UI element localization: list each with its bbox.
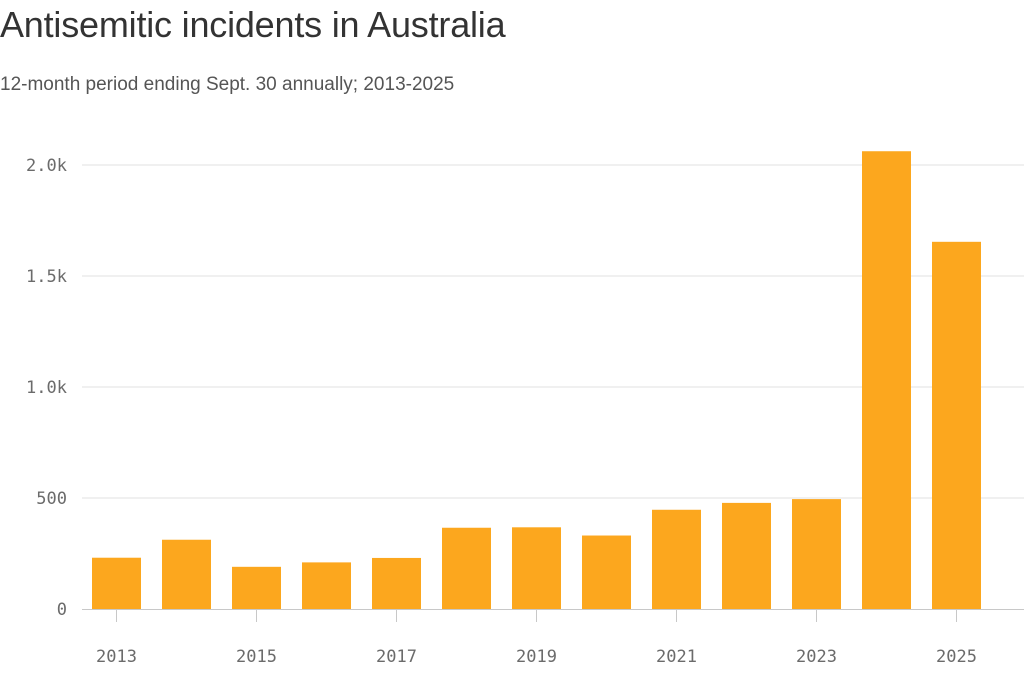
chart-subtitle: 12-month period ending Sept. 30 annually… bbox=[0, 74, 455, 95]
y-tick-label: 500 bbox=[36, 489, 67, 509]
bar-2016 bbox=[302, 562, 351, 609]
bar-2014 bbox=[162, 539, 211, 609]
x-axis bbox=[82, 609, 1024, 622]
bar-2019 bbox=[512, 527, 561, 609]
y-tick-label: 1.5k bbox=[26, 267, 67, 287]
x-tick-label: 2019 bbox=[516, 647, 557, 667]
x-tick-label: 2021 bbox=[656, 647, 697, 667]
bar-2017 bbox=[372, 557, 421, 609]
bar-2015 bbox=[232, 566, 281, 609]
y-tick-label: 1.0k bbox=[26, 378, 67, 398]
x-tick-label: 2015 bbox=[236, 647, 277, 667]
bar-2018 bbox=[442, 527, 491, 609]
y-tick-label: 0 bbox=[57, 600, 67, 620]
bar-2020 bbox=[582, 535, 631, 609]
bar-2013 bbox=[92, 557, 141, 609]
bar-2021 bbox=[652, 509, 701, 609]
x-tick-label: 2013 bbox=[96, 647, 137, 667]
chart-title: Antisemitic incidents in Australia bbox=[0, 4, 506, 45]
bar-2024 bbox=[862, 151, 911, 609]
x-tick-label: 2017 bbox=[376, 647, 417, 667]
bar-2022 bbox=[722, 502, 771, 609]
bar-2023 bbox=[792, 499, 841, 609]
bars bbox=[92, 151, 981, 609]
x-tick-label: 2025 bbox=[936, 647, 977, 667]
x-tick-label: 2023 bbox=[796, 647, 837, 667]
y-axis-labels: 0 500 1.0k 1.5k 2.0k bbox=[26, 156, 67, 620]
bar-2025 bbox=[932, 241, 981, 609]
y-tick-label: 2.0k bbox=[26, 156, 67, 176]
x-axis-labels: 2013 2015 2017 2019 2021 2023 2025 bbox=[96, 647, 977, 667]
